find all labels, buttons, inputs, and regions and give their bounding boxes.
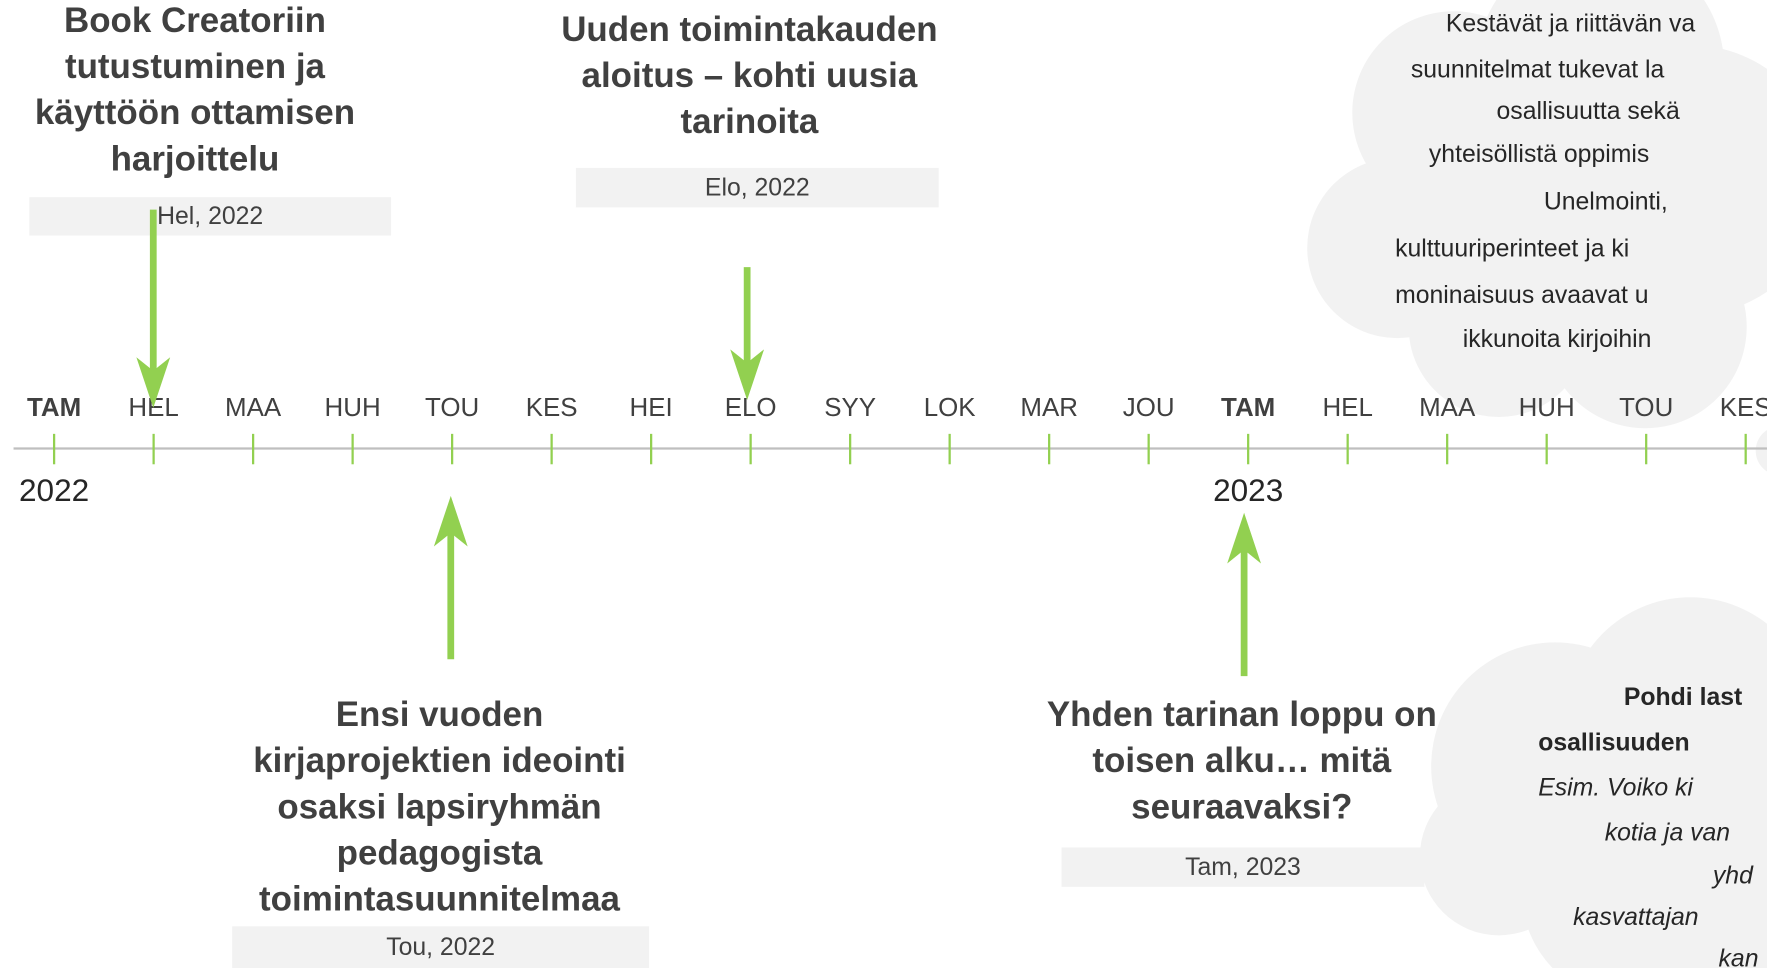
month-label: MAA (225, 394, 282, 422)
month-label: ELO (725, 394, 777, 422)
cloud-heading: osallisuuden (1538, 729, 1689, 756)
event-title: pedagogista (337, 834, 543, 873)
date-box (232, 926, 650, 968)
event-title: käyttöön ottamisen (35, 93, 355, 132)
month-label: SYY (824, 394, 876, 422)
event-title: tarinoita (681, 102, 819, 141)
month-label: MAR (1020, 394, 1078, 422)
cloud-text: Esim. Voiko ki (1538, 774, 1694, 801)
event-date: Elo, 2022 (705, 174, 810, 201)
arrow-head (730, 349, 765, 401)
date-box (575, 167, 939, 208)
cloud-text: kasvattajan (1573, 904, 1698, 931)
event-title: kirjaprojektien ideointi (253, 741, 626, 780)
date-box (29, 197, 392, 236)
cloud-text: yhteisöllistä oppimis (1429, 141, 1649, 168)
cloud-shape (1307, 0, 1767, 968)
event-title: Ensi vuoden (336, 695, 544, 734)
month-label: LOK (924, 394, 976, 422)
month-label: KES (526, 394, 578, 422)
month-label: TAM (27, 394, 81, 422)
cloud-text: Kestävät ja riittävän va (1446, 10, 1696, 37)
cloud-text: Unelmointi, (1544, 188, 1668, 215)
month-label: HUH (325, 394, 381, 422)
event-title: aloitus – kohti uusia (582, 56, 918, 95)
event-title: Book Creatoriin (64, 1, 326, 40)
event-title: Uuden toimintakauden (561, 10, 937, 49)
event-title: osaksi lapsiryhmän (277, 787, 601, 826)
arrow-head (136, 357, 171, 408)
event-title: Yhden tarinan loppu on (1047, 695, 1437, 734)
event-title: toisen alku… mitä (1092, 741, 1391, 780)
cloud-text: kulttuuriperinteet ja ki (1395, 236, 1629, 263)
arrow-head (433, 495, 468, 547)
event-title: tutustuminen ja (65, 47, 326, 86)
event-date: Tou, 2022 (386, 934, 495, 961)
month-label: HUH (1519, 394, 1575, 422)
event-date: Tam, 2023 (1185, 854, 1301, 881)
month-label: MAA (1419, 394, 1476, 422)
month-label: KES (1720, 394, 1767, 422)
arrow-head (1227, 512, 1262, 564)
month-label: TAM (1221, 394, 1275, 422)
cloud-text: moninaisuus avaavat u (1395, 282, 1648, 309)
month-label: JOU (1123, 394, 1175, 422)
cloud-text: ikkunoita kirjoihin (1463, 326, 1652, 353)
year-label: 2022 (19, 472, 89, 508)
event-title: toimintasuunnitelmaa (259, 880, 620, 919)
month-label: HEL (1322, 394, 1372, 422)
month-label: TOU (425, 394, 479, 422)
month-label: HEI (630, 394, 673, 422)
cloud-text: kotia ja van (1605, 819, 1730, 846)
event-title: harjoittelu (111, 139, 280, 178)
cloud-text: kan (1719, 946, 1759, 968)
cloud-text: osallisuutta sekä (1497, 98, 1680, 125)
date-box (1061, 847, 1425, 887)
year-label: 2023 (1213, 472, 1283, 508)
event-title: seuraavaksi? (1131, 787, 1352, 826)
cloud-heading: Pohdi last (1624, 684, 1742, 711)
cloud-text: suunnitelmat tukevat la (1411, 57, 1665, 84)
event-date: Hel, 2022 (157, 203, 263, 230)
month-label: TOU (1619, 394, 1673, 422)
cloud-text: yhd (1711, 862, 1754, 889)
